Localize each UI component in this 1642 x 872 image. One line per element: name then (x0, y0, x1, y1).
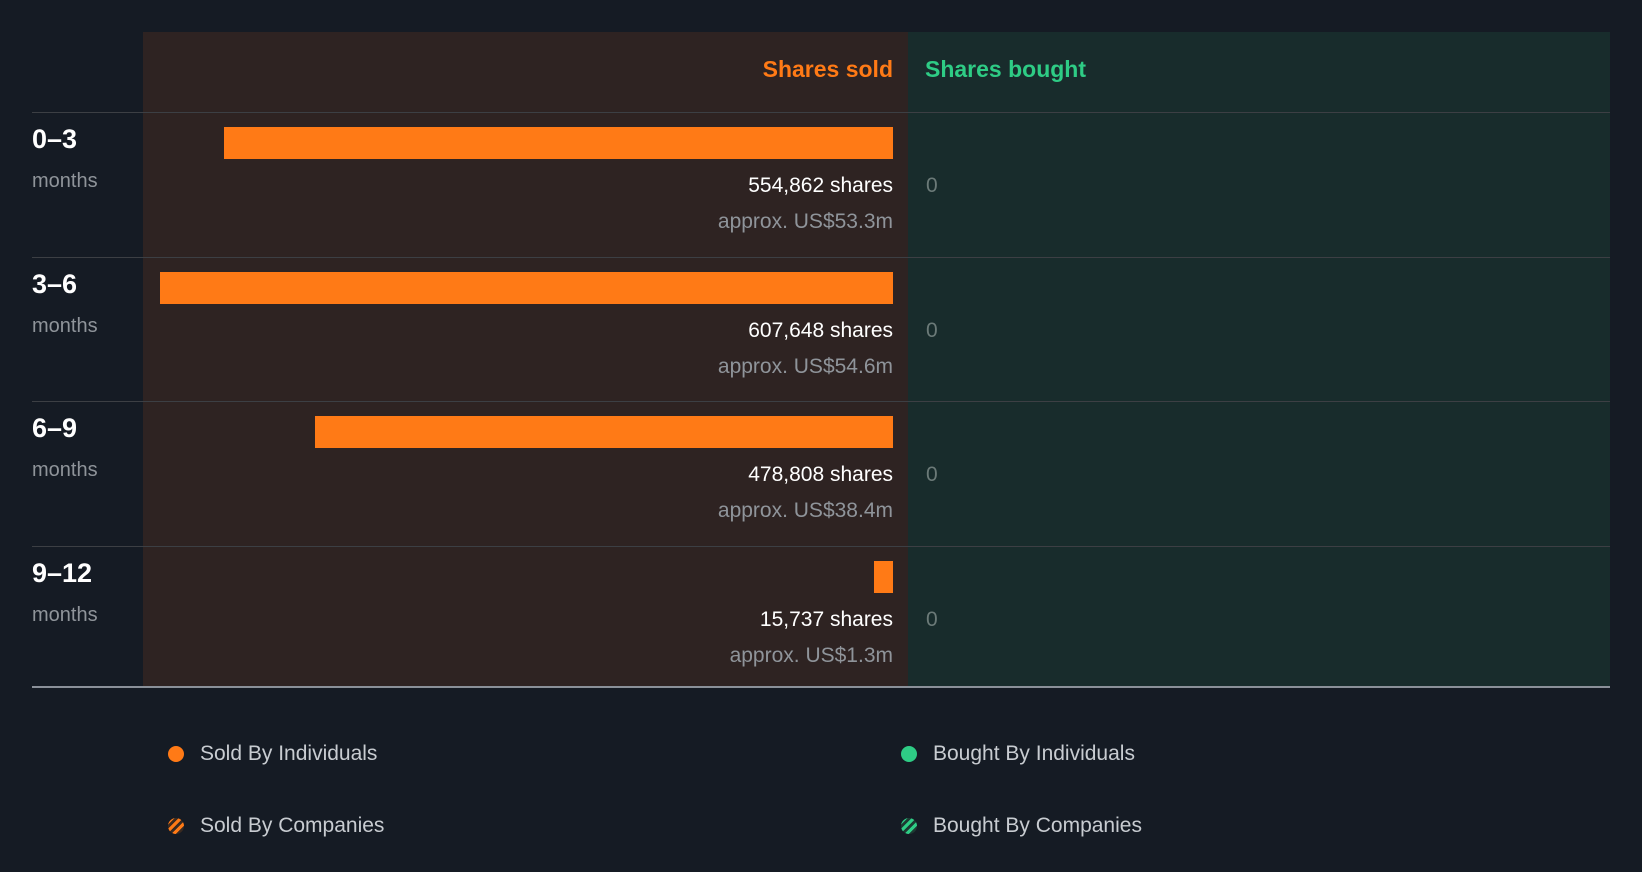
legend-label: Sold By Companies (200, 814, 385, 837)
sold-value-label: approx. US$1.3m (729, 643, 893, 667)
bought-shares-label: 0 (926, 607, 938, 631)
shares-bought-panel (908, 32, 1610, 687)
sold-value-label: approx. US$54.6m (717, 354, 893, 378)
period-unit: months (32, 603, 98, 626)
row-divider (32, 545, 1610, 547)
legend-sold-companies[interactable]: Sold By Companies (168, 814, 384, 838)
bought-shares-label: 0 (926, 463, 938, 486)
legend-label: Bought By Companies (933, 814, 1142, 837)
legend-striped-dot-icon (901, 818, 917, 834)
sold-bar[interactable] (315, 416, 893, 448)
period-label: 9–12 (32, 557, 93, 588)
legend-bought-companies[interactable]: Bought By Companies (901, 814, 1142, 838)
shares-sold-header: Shares sold (762, 56, 893, 82)
period-row: 3–6 months 607,648 shares approx. US$54.… (0, 257, 1642, 401)
sold-bar[interactable] (160, 271, 893, 304)
legend-label: Sold By Individuals (200, 742, 378, 765)
row-divider (32, 256, 1610, 258)
legend-dot-icon (901, 746, 917, 762)
period-unit: months (32, 170, 98, 192)
period-row: 9–12 months 15,737 shares approx. US$1.3… (0, 546, 1642, 690)
shares-bought-header: Shares bought (925, 56, 1087, 82)
sold-bar[interactable] (223, 127, 893, 159)
period-label: 6–9 (32, 413, 78, 443)
period-row: 6–9 months 478,808 shares approx. US$38.… (0, 401, 1642, 545)
bought-shares-label: 0 (926, 174, 938, 197)
row-divider (32, 401, 1610, 402)
sold-bar[interactable] (874, 560, 893, 593)
legend-bought-individuals[interactable]: Bought By Individuals (901, 742, 1135, 766)
legend-striped-dot-icon (168, 818, 184, 834)
period-unit: months (32, 314, 98, 337)
period-unit: months (32, 459, 98, 481)
bought-shares-label: 0 (926, 318, 938, 342)
axis-baseline (32, 686, 1610, 688)
legend-dot-icon (168, 746, 184, 762)
sold-shares-label: 15,737 shares (759, 607, 893, 631)
sold-shares-label: 554,862 shares (748, 174, 893, 197)
sold-shares-label: 607,648 shares (748, 318, 893, 342)
period-label: 0–3 (32, 124, 78, 154)
legend-sold-individuals[interactable]: Sold By Individuals (168, 742, 377, 766)
row-divider (32, 112, 1610, 113)
sold-value-label: approx. US$38.4m (717, 499, 893, 522)
sold-shares-label: 478,808 shares (748, 463, 893, 486)
legend-label: Bought By Individuals (933, 742, 1135, 765)
sold-value-label: approx. US$53.3m (717, 210, 893, 233)
period-row: 0–3 months 554,862 shares approx. US$53.… (0, 112, 1642, 256)
period-label: 3–6 (32, 268, 78, 299)
